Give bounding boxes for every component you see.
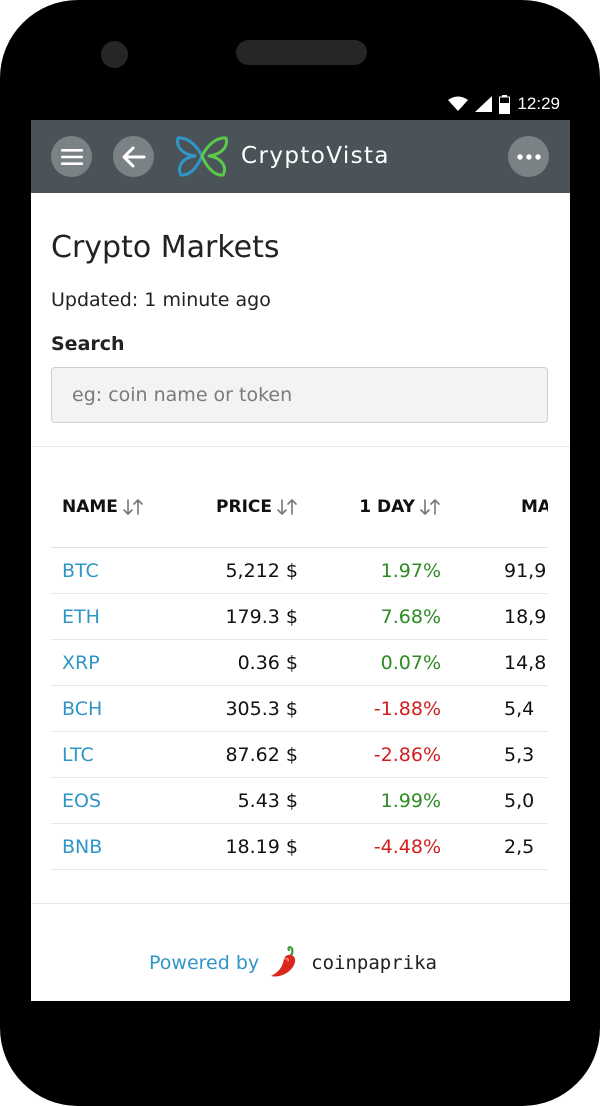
- table-row[interactable]: LTC 87.62 $ -2.86% 5,3: [51, 731, 548, 778]
- sort-icon: [420, 499, 440, 515]
- table-row[interactable]: BCH 305.3 $ -1.88% 5,4: [51, 685, 548, 732]
- wifi-icon: [448, 96, 469, 111]
- coin-change-1day: 0.07%: [380, 652, 441, 674]
- pepper-icon: [271, 946, 296, 977]
- table-row[interactable]: EOS 5.43 $ 1.99% 5,0: [51, 777, 548, 824]
- coin-market-cap: 5,0: [504, 790, 535, 812]
- column-header-price-label: PRICE: [216, 497, 272, 517]
- column-header-1day-label: 1 DAY: [359, 497, 415, 517]
- more-button[interactable]: [508, 136, 549, 177]
- table-row[interactable]: BTC 5,212 $ 1.97% 91,9: [51, 547, 548, 594]
- sort-icon: [277, 499, 297, 515]
- coin-market-cap: 2,5: [504, 836, 535, 858]
- app-screen: CryptoVista Crypto Markets Updated: 1 mi…: [31, 120, 570, 1001]
- page-title: Crypto Markets: [51, 230, 280, 265]
- coin-market-cap: 14,8: [504, 652, 547, 674]
- coin-symbol-link[interactable]: BCH: [62, 698, 103, 720]
- column-header-market-cap[interactable]: MA: [521, 497, 548, 517]
- coin-price: 179.3 $: [225, 606, 298, 628]
- status-bar: 12:29: [448, 93, 560, 115]
- coin-symbol-link[interactable]: BTC: [62, 560, 99, 582]
- markets-table[interactable]: NAME PRICE 1 DAY: [51, 475, 548, 875]
- column-header-price[interactable]: PRICE: [216, 497, 298, 517]
- coin-change-1day: -1.88%: [373, 698, 441, 720]
- coinpaprika-logo-text: coinpaprika: [311, 952, 437, 974]
- coin-symbol-link[interactable]: XRP: [62, 652, 100, 674]
- coin-price: 18.19 $: [225, 836, 298, 858]
- coin-change-1day: 1.97%: [380, 560, 441, 582]
- battery-icon: [499, 94, 511, 114]
- powered-by-link[interactable]: Powered by coinpaprika: [149, 946, 437, 980]
- column-header-market-cap-label: MA: [521, 497, 548, 517]
- powered-by-text: Powered by: [149, 952, 260, 974]
- coin-price: 305.3 $: [225, 698, 298, 720]
- coin-change-1day: -4.48%: [373, 836, 441, 858]
- sort-icon: [123, 499, 143, 515]
- signal-icon: [475, 96, 493, 112]
- menu-icon: [60, 148, 83, 165]
- coin-price: 5.43 $: [237, 790, 298, 812]
- footer-divider: [31, 903, 570, 904]
- coin-change-1day: 1.99%: [380, 790, 441, 812]
- menu-button[interactable]: [51, 136, 92, 177]
- coin-market-cap: 5,3: [504, 744, 535, 766]
- coin-price: 0.36 $: [237, 652, 298, 674]
- column-header-1day[interactable]: 1 DAY: [359, 497, 441, 517]
- status-time: 12:29: [517, 94, 560, 113]
- logo-icon: [176, 136, 228, 177]
- table-row[interactable]: ETH 179.3 $ 7.68% 18,9: [51, 593, 548, 640]
- coin-price: 5,212 $: [225, 560, 298, 582]
- coin-symbol-link[interactable]: LTC: [62, 744, 94, 766]
- column-header-name[interactable]: NAME: [62, 497, 144, 517]
- coin-market-cap: 5,4: [504, 698, 535, 720]
- column-header-name-label: NAME: [62, 497, 118, 517]
- coin-symbol-link[interactable]: EOS: [62, 790, 102, 812]
- table-header: NAME PRICE 1 DAY: [51, 475, 548, 548]
- coin-symbol-link[interactable]: BNB: [62, 836, 103, 858]
- table-row[interactable]: XRP 0.36 $ 0.07% 14,8: [51, 639, 548, 686]
- back-arrow-icon: [122, 146, 145, 167]
- coin-market-cap: 18,9: [504, 606, 547, 628]
- coin-change-1day: 7.68%: [380, 606, 441, 628]
- search-input[interactable]: [51, 367, 548, 423]
- back-button[interactable]: [113, 136, 154, 177]
- top-bar: CryptoVista: [31, 120, 570, 193]
- camera: [101, 41, 128, 68]
- coin-change-1day: -2.86%: [373, 744, 441, 766]
- table-row[interactable]: BNB 18.19 $ -4.48% 2,5: [51, 823, 548, 870]
- brand-name: CryptoVista: [241, 143, 390, 169]
- more-icon: [516, 153, 541, 160]
- coin-market-cap: 91,9: [504, 560, 547, 582]
- section-divider: [31, 446, 570, 447]
- coin-symbol-link[interactable]: ETH: [62, 606, 100, 628]
- speaker: [236, 40, 367, 65]
- search-label: Search: [51, 333, 125, 355]
- coin-price: 87.62 $: [225, 744, 298, 766]
- updated-text: Updated: 1 minute ago: [51, 289, 271, 311]
